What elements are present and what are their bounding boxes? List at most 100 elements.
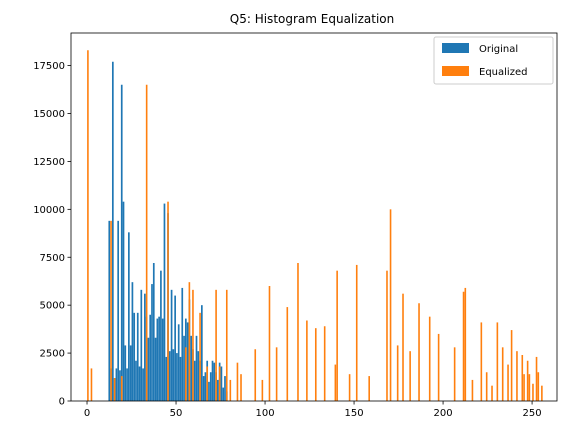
bar-original — [168, 351, 171, 401]
bar-equalized — [510, 330, 513, 401]
bar-equalized — [229, 379, 232, 401]
bar-equalized — [453, 347, 456, 401]
y-tick-label: 7500 — [40, 253, 65, 264]
bar-equalized — [206, 366, 208, 401]
bar-equalized — [323, 326, 326, 401]
bar-original — [211, 360, 214, 401]
bar-original — [195, 335, 198, 401]
bar-equalized — [523, 374, 525, 401]
bar-original — [181, 287, 184, 401]
bar-equalized — [240, 374, 242, 401]
bar-equalized — [428, 316, 431, 401]
bar-equalized — [225, 289, 228, 401]
bar-original — [124, 345, 127, 401]
x-tick-label: 100 — [255, 408, 274, 419]
bar-equalized — [87, 50, 89, 401]
bar-equalized — [541, 385, 543, 401]
bar-original — [147, 337, 150, 401]
bar-original — [197, 351, 200, 401]
bar-equalized — [535, 356, 538, 401]
bar-original — [190, 335, 193, 401]
bar-original — [131, 282, 134, 401]
bar-equalized — [389, 209, 392, 401]
bar-original — [144, 293, 146, 401]
bar-equalized — [145, 84, 148, 401]
bar-original — [172, 349, 175, 401]
bar-original — [115, 368, 118, 401]
bar-equalized — [516, 351, 518, 401]
bar-original — [220, 366, 223, 401]
bar-equalized — [336, 270, 338, 401]
bar-equalized — [218, 366, 221, 401]
bar-equalized — [491, 385, 493, 401]
bar-original — [138, 366, 141, 401]
bar-equalized — [113, 378, 116, 401]
bar-original — [158, 316, 160, 401]
legend-swatch-original — [442, 43, 469, 53]
bar-equalized — [348, 374, 351, 401]
bar-original — [209, 372, 212, 401]
bar-equalized — [471, 379, 474, 401]
bar-equalized — [185, 347, 187, 401]
bar-original — [119, 370, 121, 401]
bar-equalized — [396, 345, 399, 401]
bar-original — [135, 360, 137, 401]
bar-original — [128, 232, 130, 401]
bar-original — [142, 368, 144, 401]
bar-equalized — [368, 376, 370, 401]
bar-original — [208, 381, 210, 401]
bar-equalized — [286, 307, 289, 401]
bar-equalized — [199, 312, 201, 401]
y-tick-label: 15000 — [33, 109, 65, 120]
legend-label-original: Original — [479, 44, 518, 55]
bar-original — [154, 337, 157, 401]
bar-equalized — [532, 383, 534, 401]
bar-original — [108, 220, 111, 401]
bar-original — [151, 284, 153, 401]
bar-original — [160, 270, 162, 401]
legend: Original Equalized — [433, 36, 554, 85]
bar-original — [161, 318, 164, 401]
plot-area — [87, 50, 543, 401]
bar-equalized — [485, 372, 488, 401]
bar-equalized — [306, 320, 308, 401]
bar-original — [165, 356, 168, 401]
bar-equalized — [437, 333, 440, 401]
bar-equalized — [297, 263, 299, 401]
bar-original — [126, 368, 128, 401]
bar-equalized — [418, 303, 420, 401]
bar-equalized — [120, 376, 123, 401]
bar-original — [129, 345, 132, 401]
bar-original — [111, 61, 114, 401]
bar-original — [120, 84, 123, 401]
bar-original — [140, 289, 143, 401]
bar-original — [163, 203, 166, 401]
bar-original — [117, 220, 120, 401]
bar-equalized — [314, 328, 317, 401]
bar-equalized — [507, 364, 509, 401]
bar-equalized — [464, 287, 467, 401]
bar-original — [224, 376, 226, 401]
bar-equalized — [261, 379, 264, 401]
bar-equalized — [334, 364, 337, 401]
y-tick-label: 10000 — [33, 205, 65, 216]
bar-equalized — [480, 322, 483, 401]
bar-equalized — [215, 289, 217, 401]
x-tick-label: 50 — [170, 408, 183, 419]
y-tick-label: 0 — [59, 397, 65, 408]
bar-equalized — [188, 282, 191, 401]
y-tick-label: 2500 — [40, 349, 65, 360]
bar-equalized — [167, 201, 169, 401]
y-tick-label: 12500 — [33, 157, 65, 168]
bar-original — [179, 356, 182, 401]
bar-equalized — [501, 347, 504, 401]
bar-equalized — [236, 362, 239, 401]
bar-original — [136, 312, 139, 401]
x-tick-label: 0 — [84, 408, 90, 419]
bar-original — [217, 379, 219, 401]
bar-original — [201, 305, 203, 401]
bar-equalized — [192, 289, 194, 401]
series-equalized — [87, 50, 543, 401]
bar-original — [183, 335, 185, 401]
bar-equalized — [386, 270, 388, 401]
